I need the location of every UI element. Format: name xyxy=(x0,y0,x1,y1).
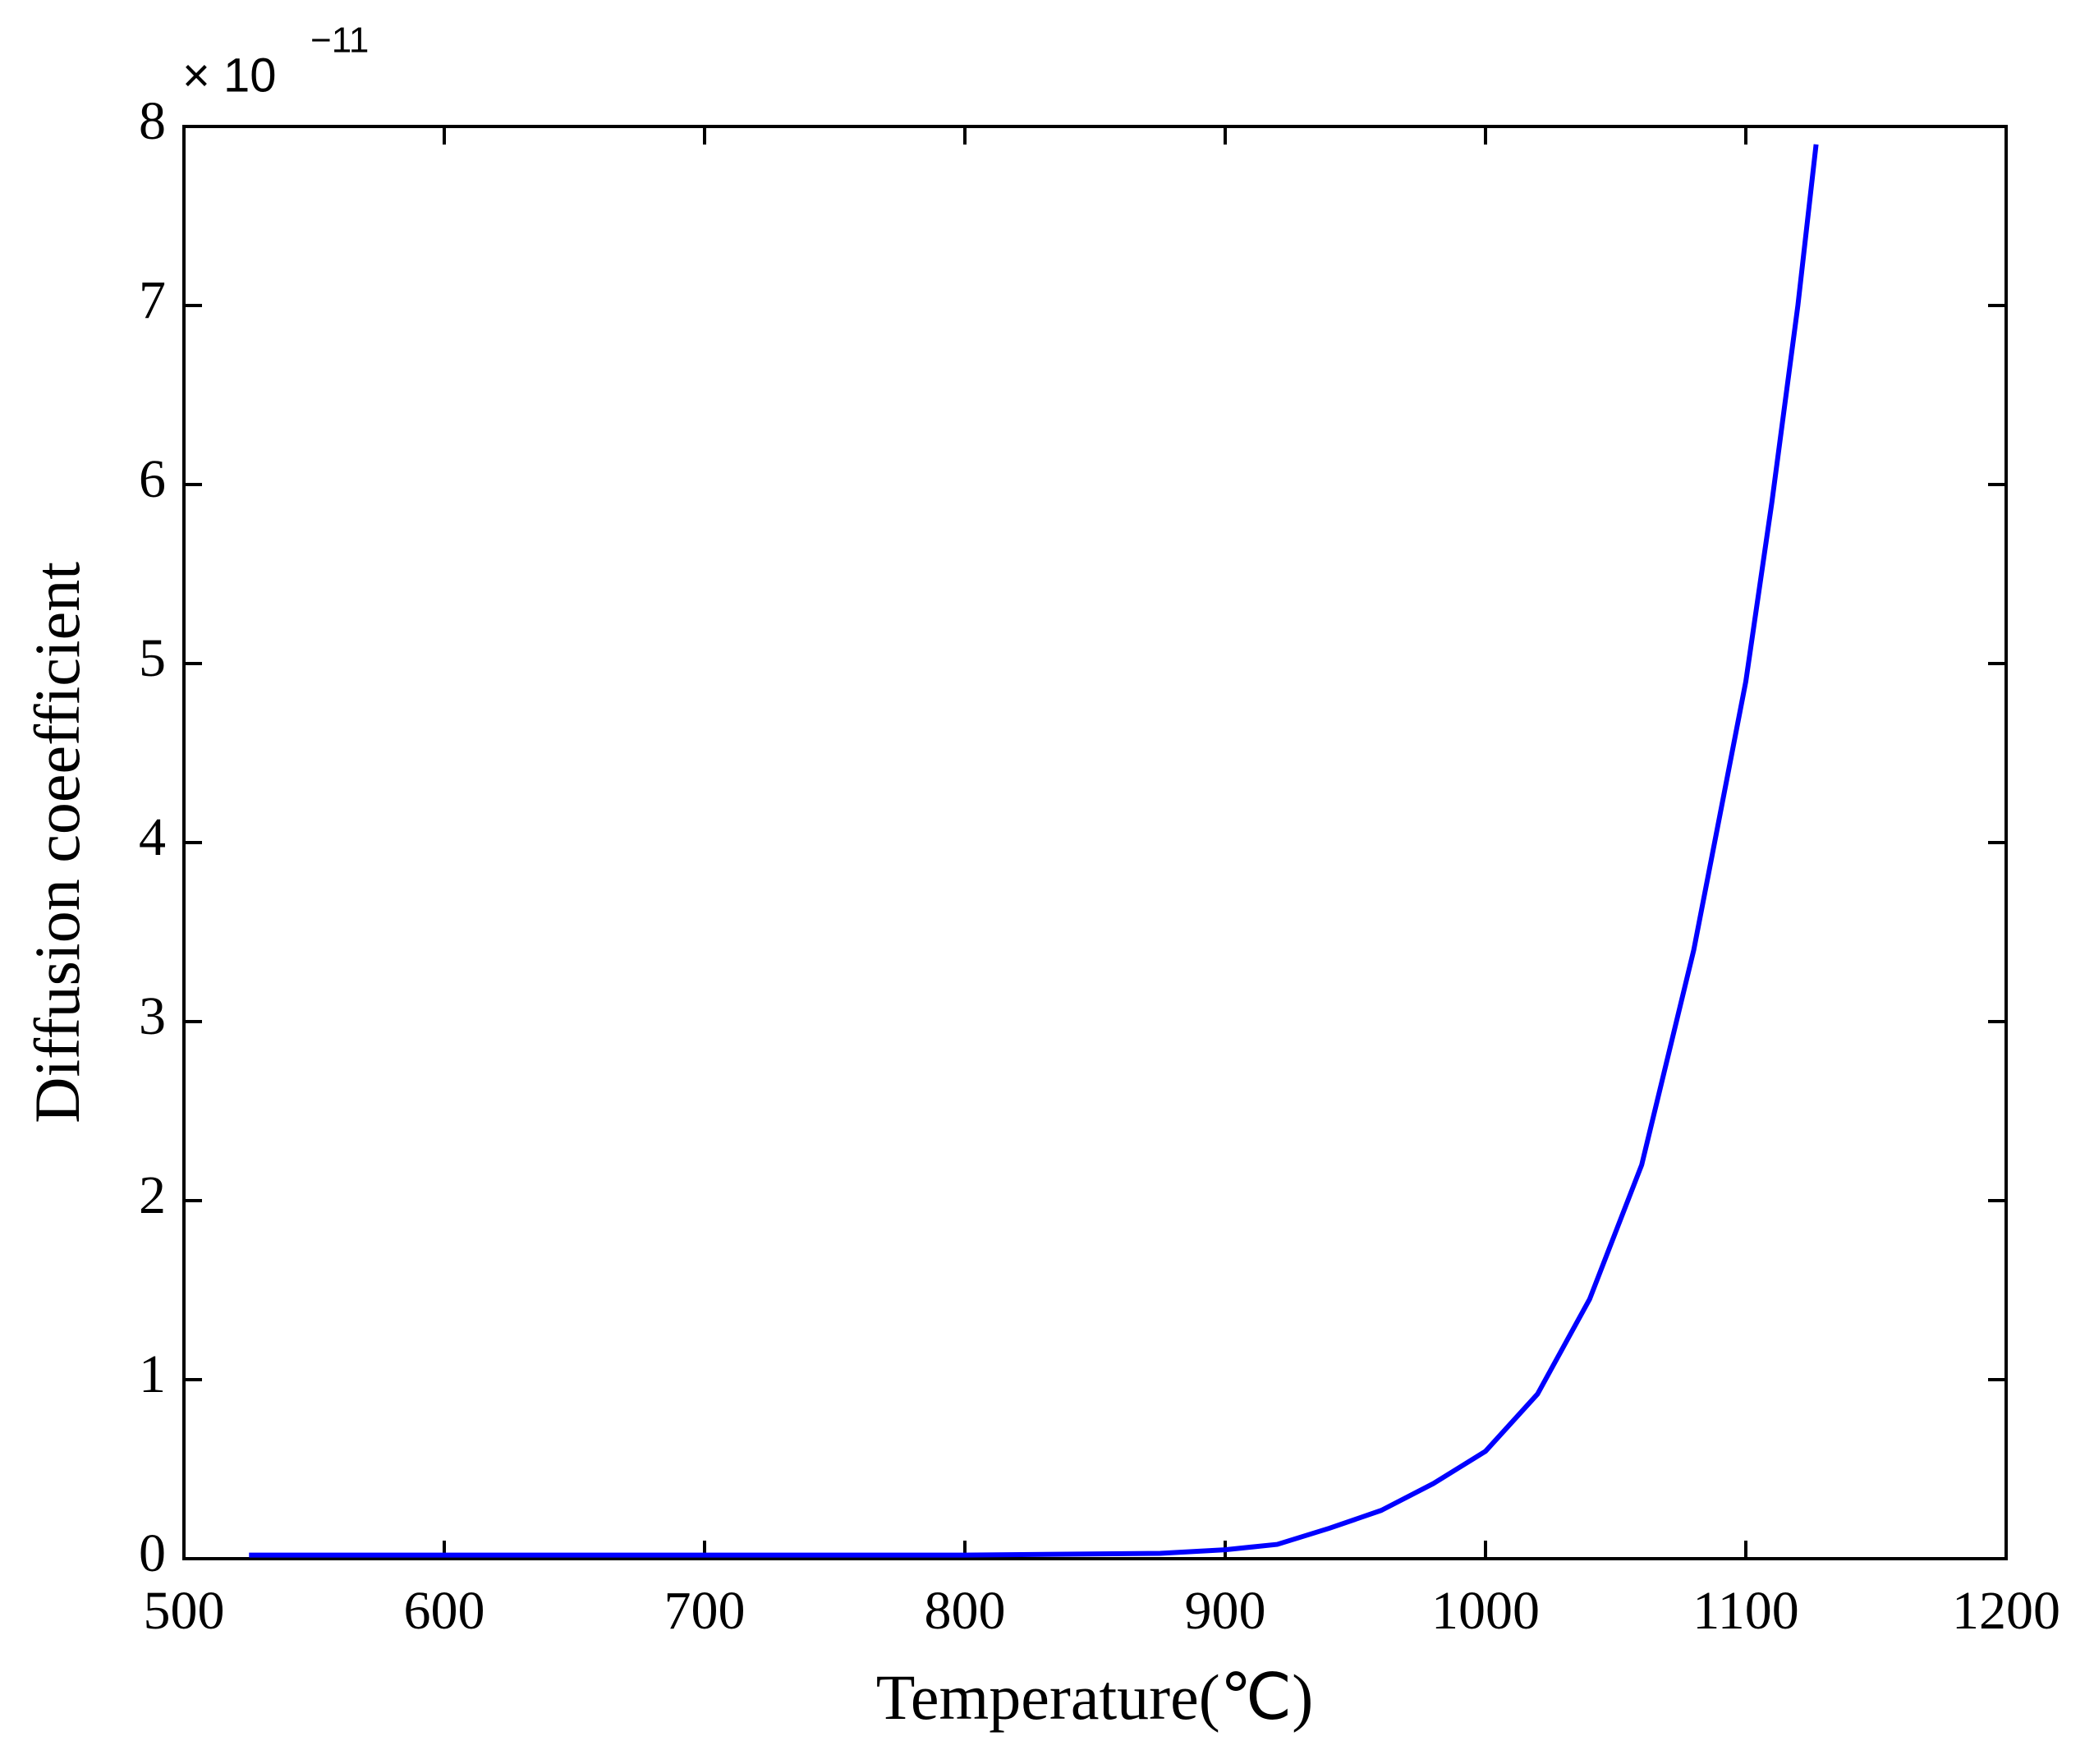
y-tick-label: 8 xyxy=(139,91,166,151)
data-line xyxy=(249,144,1819,1558)
x-tick-label: 1100 xyxy=(1692,1581,1799,1641)
y-tick-label: 3 xyxy=(139,986,166,1046)
x-tick-label: 1000 xyxy=(1431,1581,1540,1641)
x-axis-label: Temperature(℃) xyxy=(876,1661,1314,1733)
x-tick-label: 1200 xyxy=(1952,1581,2060,1641)
y-axis-label: Diffusion coeefficient xyxy=(21,562,93,1123)
x-tick-label: 700 xyxy=(664,1581,746,1641)
plot-frame xyxy=(182,125,2008,1560)
y-tick-label: 5 xyxy=(139,628,166,688)
y-tick-label: 2 xyxy=(139,1165,166,1225)
x-tick-label: 600 xyxy=(404,1581,485,1641)
y-tick-label: 0 xyxy=(139,1523,166,1583)
x-tick-label: 500 xyxy=(144,1581,225,1641)
y-tick-label: 6 xyxy=(139,449,166,509)
exponent-power: −11 xyxy=(310,21,369,61)
exponent-base: × 10 xyxy=(182,48,277,102)
y-tick-label: 4 xyxy=(139,807,166,867)
x-tick-label: 800 xyxy=(925,1581,1006,1641)
x-tick-label: 900 xyxy=(1185,1581,1266,1641)
y-tick-label: 1 xyxy=(139,1344,166,1404)
y-tick-label: 7 xyxy=(139,270,166,330)
